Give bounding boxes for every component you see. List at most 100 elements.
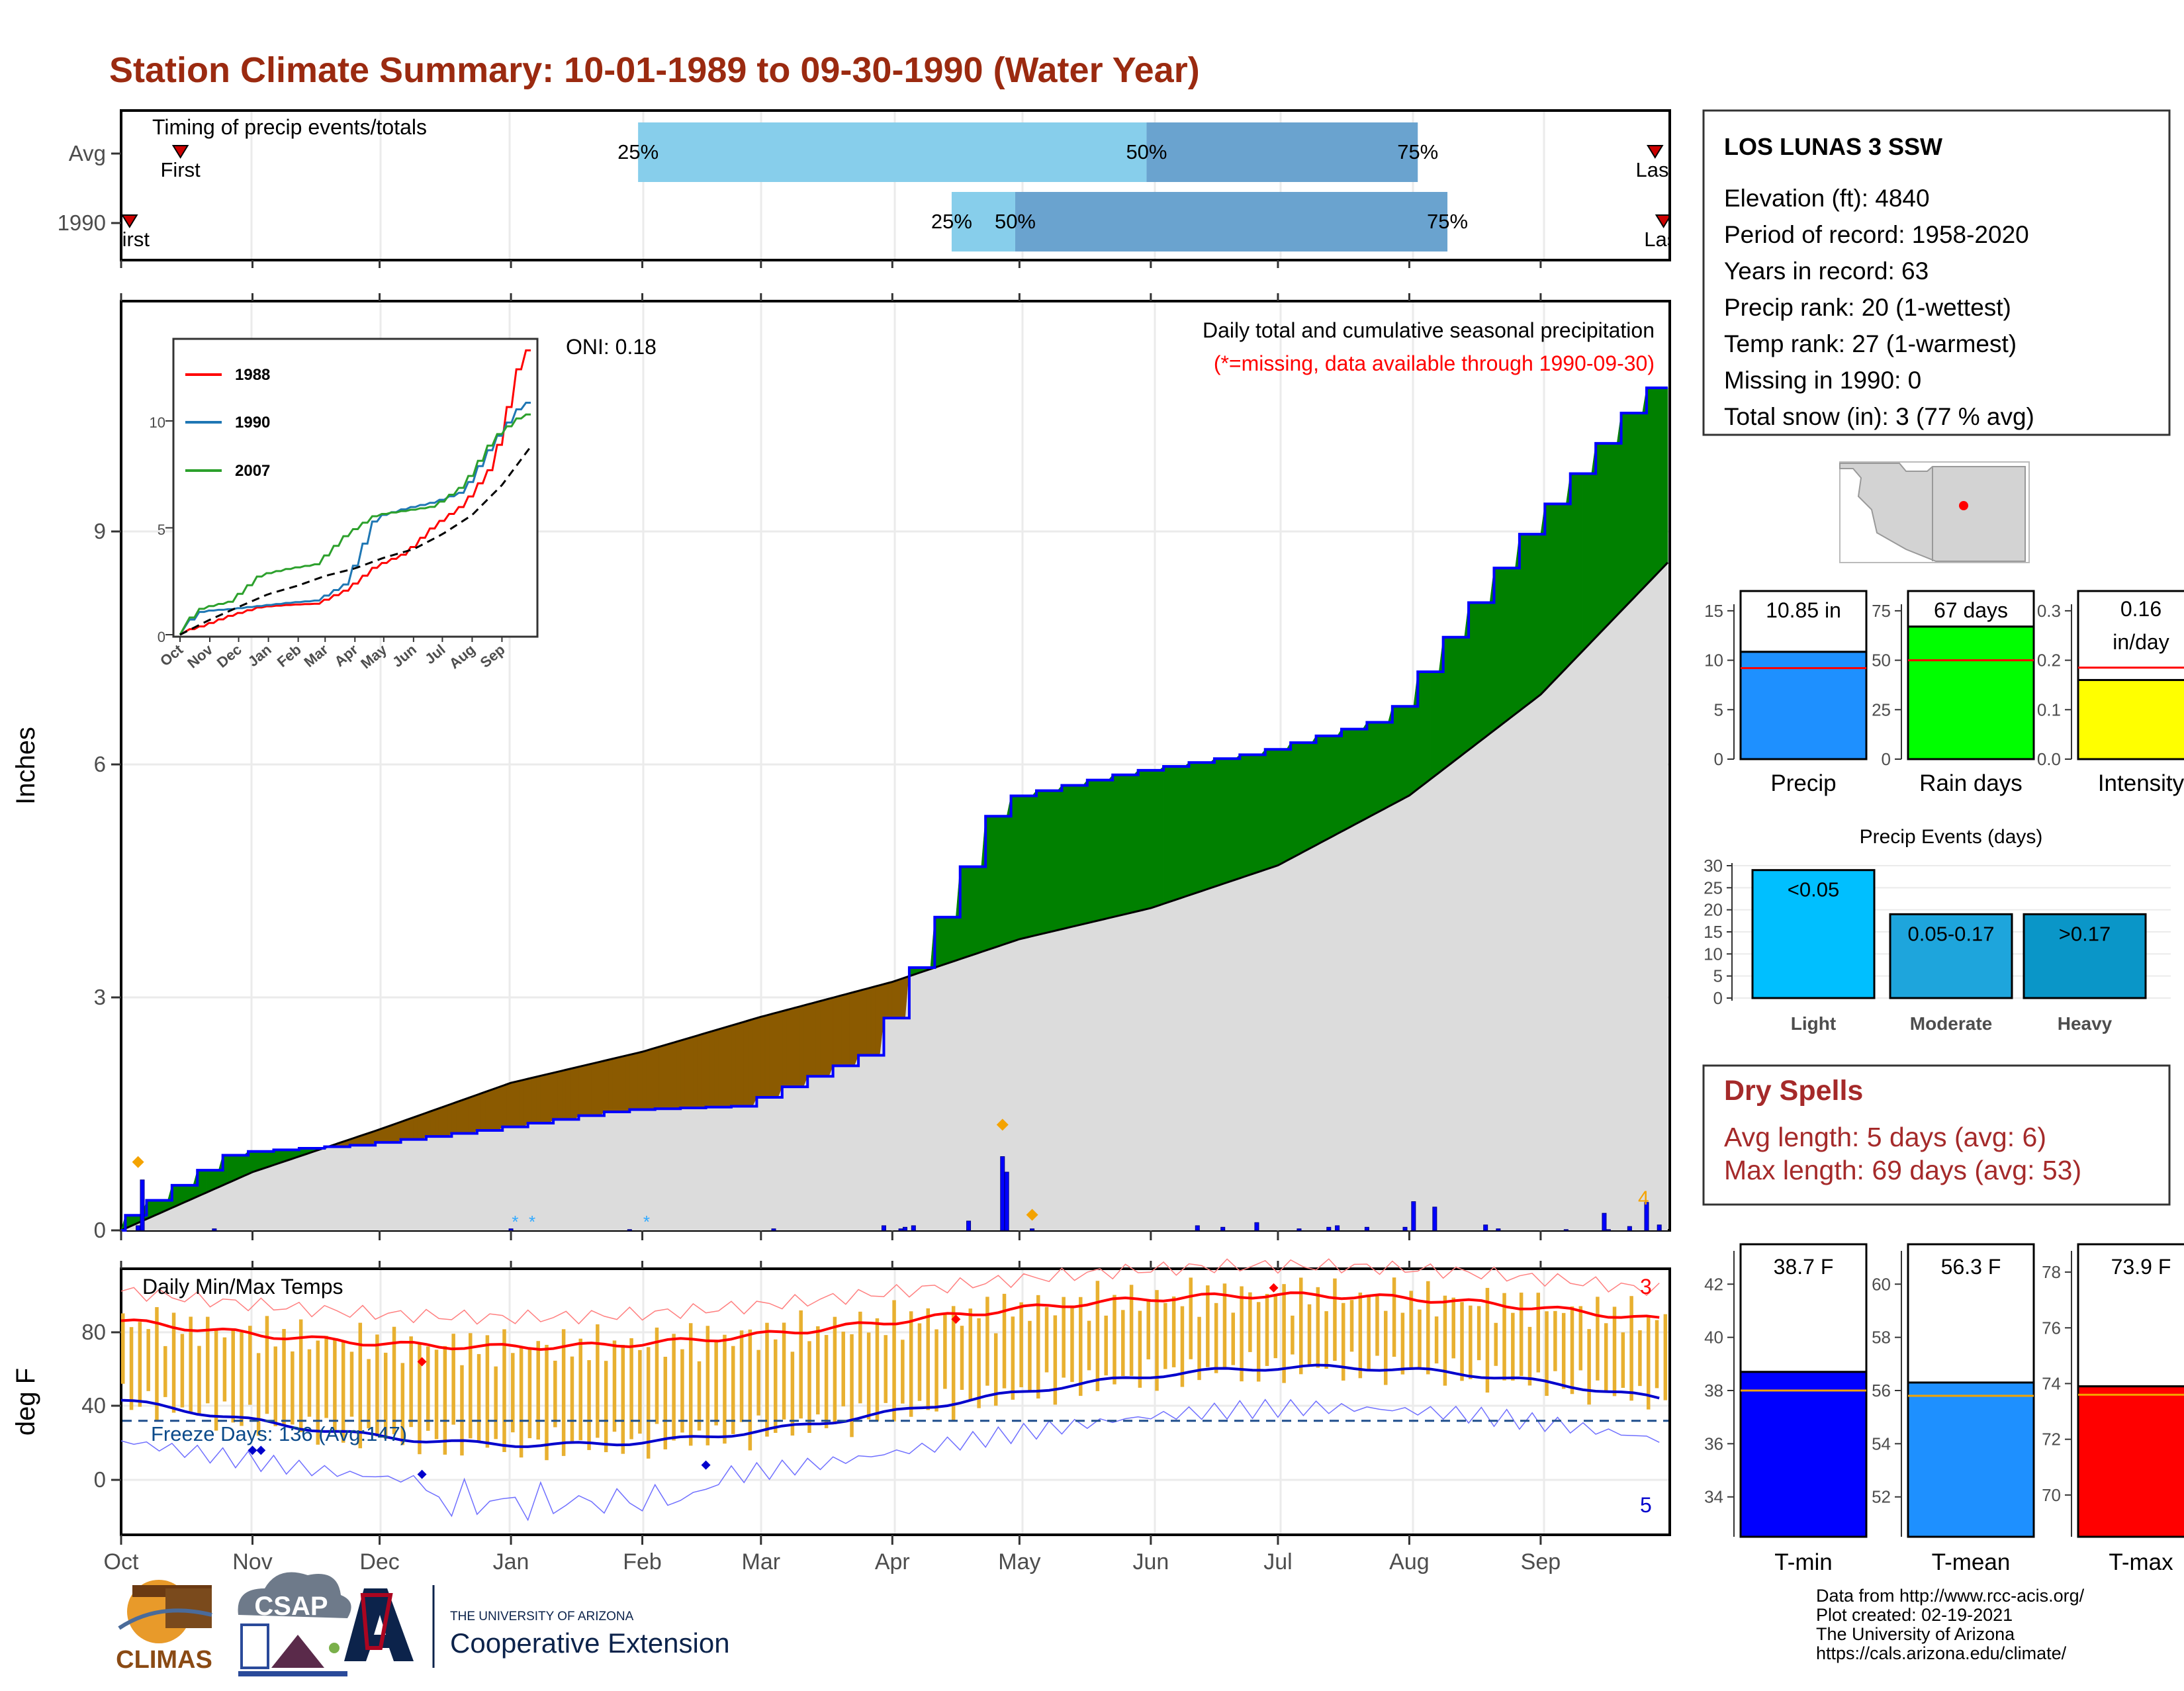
departure-segment: [1455, 637, 1461, 760]
daily-temp-range-bar: [146, 1329, 150, 1391]
departure-segment: [1422, 671, 1427, 786]
daily-temp-range-bar: [723, 1334, 727, 1444]
daily-temp-range-bar: [1561, 1312, 1566, 1389]
departure-segment: [1163, 766, 1168, 905]
daily-temp-range-bar: [1163, 1303, 1167, 1369]
departure-segment: [388, 1124, 393, 1143]
daily-temp-range-bar: [138, 1322, 142, 1407]
daily-precip-bar: [1195, 1225, 1200, 1231]
summary-label-box: [2077, 590, 2184, 681]
departure-segment: [544, 1074, 549, 1124]
year-first-marker: [122, 214, 138, 228]
daily-temp-range-bar: [1028, 1320, 1032, 1392]
departure-segment: [1150, 770, 1156, 909]
departure-segment: [1557, 504, 1563, 678]
departure-segment: [1316, 735, 1321, 846]
departure-segment: [383, 1126, 388, 1143]
station-name: LOS LUNAS 3 SSW: [1724, 133, 1942, 160]
daily-precip-bar: [1627, 1226, 1632, 1231]
inset-series-line: [179, 402, 531, 635]
departure-segment: [858, 989, 863, 1056]
daily-temp-range-bar: [1324, 1311, 1328, 1369]
departure-segment: [1282, 749, 1287, 864]
daily-temp-range-bar: [790, 1351, 795, 1436]
record-high-marker: [951, 1314, 961, 1324]
page-title: Station Climate Summary: 10-01-1989 to 0…: [109, 50, 1200, 90]
daily-temp-range-bar: [1511, 1312, 1515, 1381]
departure-segment: [1277, 749, 1283, 866]
departure-segment: [480, 1091, 486, 1131]
daily-temp-range-bar: [1197, 1316, 1201, 1381]
daily-temp-range-bar: [273, 1346, 277, 1426]
average-tmax-line: [120, 1291, 1660, 1351]
dry-spells-box: Dry Spells Avg length: 5 days (avg: 6) M…: [1702, 1064, 2171, 1206]
daily-temp-range-bar: [1079, 1297, 1083, 1396]
departure-segment: [565, 1068, 570, 1120]
daily-temp-range-bar: [248, 1326, 252, 1405]
summary-value-text: 10.85 in: [1766, 598, 1841, 622]
record-low-marker: [701, 1460, 711, 1470]
daily-precip-bar: [1402, 1226, 1408, 1231]
departure-segment: [1218, 758, 1224, 886]
departure-segment: [951, 917, 956, 962]
summary-value-bar: [1907, 625, 2035, 760]
daily-temp-range-bar: [367, 1359, 371, 1429]
daily-temp-range-bar: [1307, 1304, 1312, 1365]
daily-temp-range-bar: [833, 1316, 837, 1424]
departure-segment: [849, 991, 854, 1066]
inset-average-line: [179, 445, 532, 636]
departure-segment: [1587, 473, 1592, 647]
temp-value-text: 56.3 F: [1941, 1255, 2001, 1279]
month-tick-label: Jun: [1132, 1549, 1169, 1575]
daily-temp-range-bar: [383, 1352, 388, 1439]
daily-temp-range-bar: [240, 1332, 244, 1426]
departure-segment: [1298, 742, 1304, 855]
departure-segment: [1311, 735, 1316, 848]
departure-segment: [1062, 785, 1067, 930]
departure-segment: [600, 1060, 605, 1117]
departure-segment: [1642, 387, 1647, 590]
daily-temp-range-bar: [545, 1345, 549, 1461]
daily-temp-range-bar: [824, 1335, 829, 1428]
departure-segment: [1353, 729, 1359, 825]
daily-temp-range-bar: [934, 1329, 938, 1412]
departure-segment: [1506, 567, 1512, 721]
precip-events-bar: [2023, 913, 2147, 999]
departure-segment: [392, 1122, 397, 1143]
departure-segment: [1553, 504, 1558, 682]
daily-temp-range-bar: [782, 1322, 786, 1420]
departure-segment: [684, 1037, 690, 1109]
daily-temp-range-bar: [206, 1316, 210, 1404]
departure-segment: [604, 1059, 609, 1113]
departure-segment: [1663, 387, 1668, 568]
departure-segment: [655, 1046, 660, 1109]
record-low-marker: [417, 1469, 427, 1479]
daily-temp-range-bar: [850, 1334, 854, 1438]
precip-events-y-tick-label: 15: [1704, 922, 1723, 942]
departure-segment: [621, 1055, 626, 1113]
departure-segment: [820, 999, 825, 1077]
daily-precip-bar: [1326, 1226, 1332, 1231]
daily-temp-range-bar: [765, 1322, 769, 1437]
departure-segment: [1328, 735, 1334, 839]
departure-segment: [1222, 758, 1228, 884]
daily-temp-range-bar: [434, 1349, 439, 1440]
departure-segment: [1015, 796, 1020, 941]
daily-temp-range-bar: [1053, 1315, 1058, 1405]
daily-temp-range-bar: [578, 1338, 582, 1441]
departure-segment: [1125, 774, 1130, 915]
departure-segment: [1002, 815, 1007, 946]
daily-precip-bar: [136, 1225, 141, 1231]
month-tick-label: Sep: [1521, 1549, 1561, 1575]
departure-segment: [722, 1027, 727, 1108]
departure-segment: [1214, 758, 1219, 888]
daily-temp-range-bar: [1070, 1307, 1074, 1383]
departure-segment: [778, 1011, 783, 1098]
daily-temp-range-bar: [265, 1316, 269, 1414]
daily-precip-bar: [1335, 1225, 1340, 1231]
departure-segment: [502, 1083, 507, 1127]
temp-bar-y-tick-label: 72: [2042, 1430, 2061, 1449]
precip-events-bar: [1751, 869, 1876, 999]
departure-segment: [709, 1030, 715, 1108]
station-temp-rank: Temp rank: 27 (1-warmest): [1724, 330, 2017, 357]
